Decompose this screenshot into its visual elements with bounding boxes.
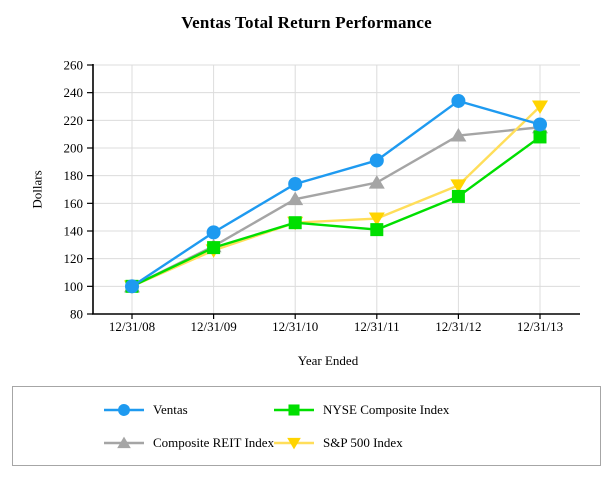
svg-text:12/31/11: 12/31/11 [354,319,400,334]
svg-text:180: 180 [64,168,84,183]
svg-text:160: 160 [64,196,84,211]
svg-text:12/31/12: 12/31/12 [435,319,481,334]
chart-legend: Ventas NYSE Composite Index Composite RE… [12,386,601,466]
ventas-circle-marker-icon [104,402,144,418]
svg-text:12/31/08: 12/31/08 [109,319,155,334]
svg-text:240: 240 [64,85,84,100]
y-axis-title: Dollars [29,170,45,209]
legend-label-composite-reit: Composite REIT Index [153,435,275,450]
svg-text:100: 100 [64,279,84,294]
svg-text:12/31/10: 12/31/10 [272,319,318,334]
x-axis-title: Year Ended [297,353,359,368]
legend-label-sp500: S&P 500 Index [323,435,403,450]
svg-text:120: 120 [64,251,84,266]
legend-item-composite-reit: Composite REIT Index [104,435,274,451]
svg-text:12/31/09: 12/31/09 [190,319,236,334]
svg-text:12/31/13: 12/31/13 [517,319,563,334]
legend-label-nyse-composite: NYSE Composite Index [323,402,450,417]
svg-text:80: 80 [70,307,83,322]
svg-text:200: 200 [64,141,84,156]
reit-triangle-up-marker-icon [104,435,144,451]
legend-item-sp500: S&P 500 Index [274,435,403,451]
svg-text:140: 140 [64,224,84,239]
legend-item-ventas: Ventas [104,402,188,418]
chart-canvas: 80 100 120 140 160 180 200 220 240 260 12/31/08 12/… [64,58,580,334]
legend-item-nyse-composite: NYSE Composite Index [274,402,449,418]
nyse-square-marker-icon [274,402,314,418]
chart-title: Ventas Total Return Performance [181,13,432,32]
sp500-triangle-down-marker-icon [274,435,314,451]
svg-text:220: 220 [64,113,84,128]
legend-label-ventas: Ventas [153,402,188,417]
svg-text:260: 260 [64,58,84,73]
